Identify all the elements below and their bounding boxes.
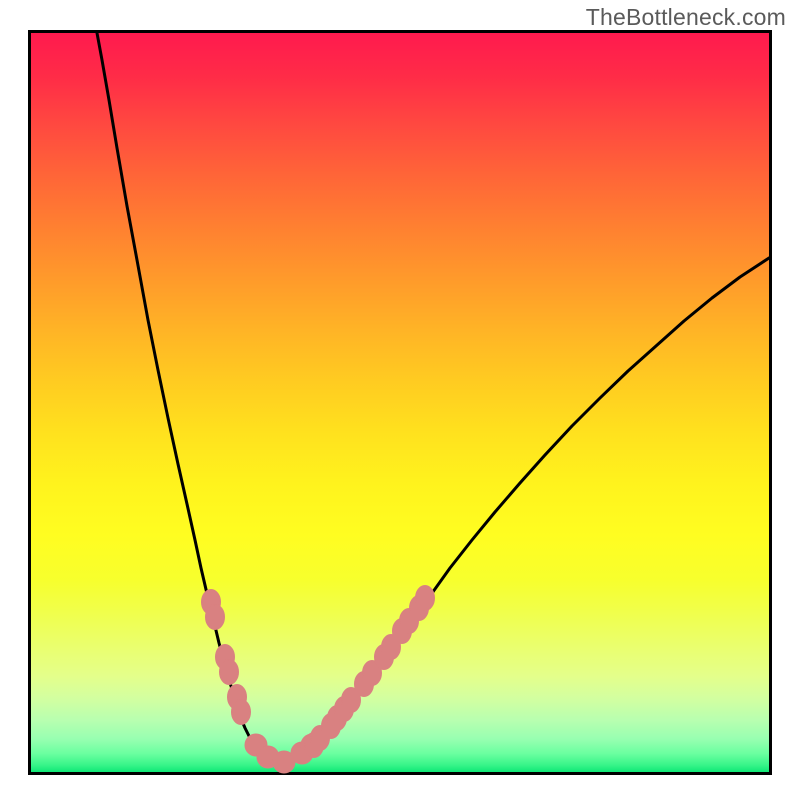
bottleneck-curve <box>97 33 769 762</box>
data-bead <box>416 586 435 611</box>
data-bead <box>206 605 225 630</box>
data-bead <box>232 700 251 725</box>
chart-svg-layer <box>0 0 800 800</box>
data-bead <box>220 660 239 685</box>
